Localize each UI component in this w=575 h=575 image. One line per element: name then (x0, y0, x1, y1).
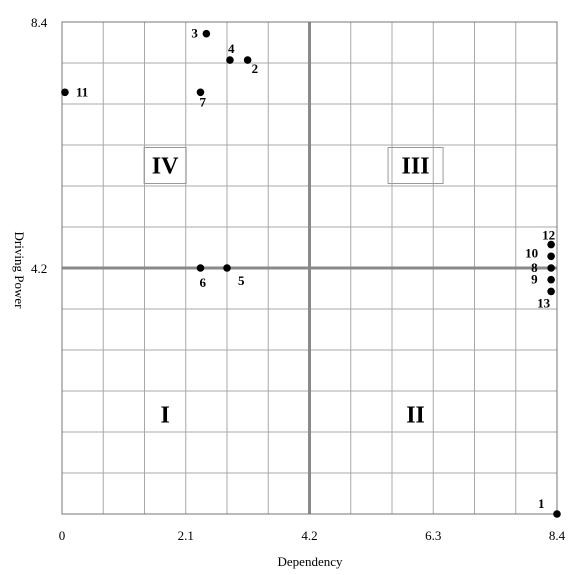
plot-frame (61, 21, 558, 515)
x-tick-label: 0 (59, 528, 66, 543)
data-point (226, 56, 234, 64)
data-point (547, 287, 555, 296)
data-point (547, 252, 555, 261)
data-point (553, 510, 561, 518)
quadrant-label: IV (152, 154, 179, 180)
x-tick-label: 6.3 (425, 528, 441, 543)
point-label: 11 (76, 84, 88, 99)
quadrant-label: II (406, 402, 425, 428)
quadrant-label-box (387, 147, 444, 184)
data-point (547, 240, 555, 249)
y-tick-label: 4.2 (31, 261, 47, 276)
quadrant-label: III (402, 154, 430, 180)
data-point (243, 56, 252, 64)
point-label: 1 (538, 496, 545, 511)
data-point (547, 264, 555, 272)
point-label: 9 (531, 272, 538, 287)
point-label: 8 (531, 260, 538, 275)
quadrant-label-box (143, 147, 187, 184)
point-label: 10 (525, 245, 538, 260)
point-label: 6 (199, 275, 206, 290)
point-label: 12 (542, 228, 555, 243)
tick-labels: 0 2.1 4.2 6.3 8.4 4.2 8.4 (31, 15, 566, 543)
x-tick-label: 8.4 (549, 528, 566, 543)
x-tick-label: 4.2 (301, 528, 317, 543)
point-label: 5 (238, 273, 245, 288)
data-point (196, 88, 205, 97)
y-tick-label: 8.4 (31, 15, 48, 30)
point-label: 13 (537, 295, 551, 310)
data-point (547, 275, 555, 284)
quadrant-dividers (62, 22, 557, 514)
point-label: 7 (199, 94, 206, 109)
point-label: 3 (191, 26, 198, 41)
data-point (202, 29, 211, 38)
x-axis-title: Dependency (278, 554, 343, 569)
data-point (196, 264, 205, 272)
data-point (61, 88, 69, 97)
y-axis-title: Driving Power (12, 232, 27, 310)
quadrant-label: I (160, 402, 169, 428)
plot-border (61, 21, 558, 515)
point-label: 4 (228, 41, 235, 56)
x-tick-label: 2.1 (178, 528, 194, 543)
point-label: 2 (252, 61, 259, 76)
data-point (223, 264, 231, 272)
